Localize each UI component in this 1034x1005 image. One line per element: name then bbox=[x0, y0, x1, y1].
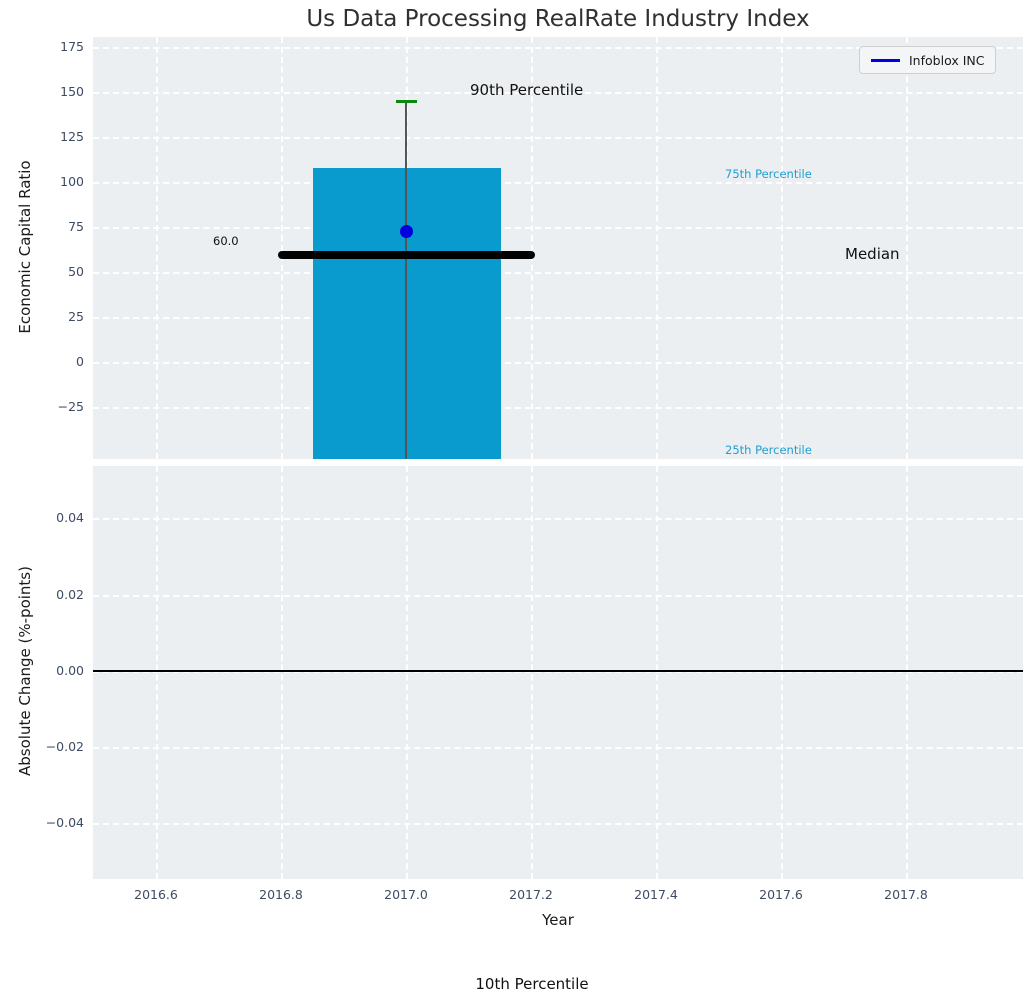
annotation-90th-percentile: 90th Percentile bbox=[470, 81, 584, 99]
y-tick-label-top: 175 bbox=[60, 39, 84, 54]
y-tick-label-top: 25 bbox=[68, 309, 84, 324]
y-tick-label-top: 125 bbox=[60, 129, 84, 144]
annotation-10th-percentile: 10th Percentile bbox=[475, 975, 589, 993]
top-subplot: 90th Percentile 60.0 75th Percentile Med… bbox=[93, 37, 1023, 459]
gridline-vertical bbox=[656, 37, 658, 459]
y-tick-label-top: 100 bbox=[60, 174, 84, 189]
gridline-horizontal bbox=[93, 362, 1023, 364]
annotation-75th-percentile: 75th Percentile bbox=[725, 167, 812, 181]
legend: Infoblox INC bbox=[859, 46, 997, 74]
y-tick-label-top: 50 bbox=[68, 264, 84, 279]
gridline-vertical bbox=[281, 37, 283, 459]
legend-line-sample bbox=[871, 58, 900, 62]
annotation-median-value: 60.0 bbox=[213, 234, 239, 248]
x-axis-label: Year bbox=[542, 911, 574, 929]
x-tick-label: 2017.2 bbox=[509, 887, 553, 902]
y-axis-label-bottom: Absolute Change (%-points) bbox=[16, 566, 34, 776]
bottom-subplot bbox=[93, 466, 1023, 879]
gridline-horizontal bbox=[93, 595, 1023, 597]
gridline-horizontal bbox=[93, 227, 1023, 229]
gridline-horizontal bbox=[93, 671, 1023, 673]
gridline-horizontal bbox=[93, 317, 1023, 319]
gridline-vertical bbox=[281, 466, 283, 879]
gridline-horizontal bbox=[93, 47, 1023, 49]
annotation-25th-percentile: 25th Percentile bbox=[725, 443, 812, 457]
gridline-horizontal bbox=[93, 823, 1023, 825]
gridline-horizontal bbox=[93, 407, 1023, 409]
chart-title: Us Data Processing RealRate Industry Ind… bbox=[306, 6, 810, 32]
90th-percentile-cap bbox=[396, 100, 417, 103]
gridline-vertical bbox=[156, 37, 158, 459]
y-tick-label-top: 75 bbox=[68, 219, 84, 234]
gridline-vertical bbox=[531, 466, 533, 879]
gridline-vertical bbox=[781, 37, 783, 459]
gridline-horizontal bbox=[93, 518, 1023, 520]
x-tick-label: 2016.6 bbox=[134, 887, 178, 902]
x-tick-label: 2016.8 bbox=[259, 887, 303, 902]
y-tick-label-bottom: −0.04 bbox=[45, 815, 84, 830]
x-tick-label: 2017.8 bbox=[884, 887, 928, 902]
x-tick-label: 2017.4 bbox=[634, 887, 678, 902]
gridline-horizontal bbox=[93, 137, 1023, 139]
gridline-horizontal bbox=[93, 747, 1023, 749]
infoblox-data-point bbox=[400, 225, 413, 238]
y-tick-label-top: 150 bbox=[60, 84, 84, 99]
gridline-vertical bbox=[906, 466, 908, 879]
gridline-vertical bbox=[781, 466, 783, 879]
gridline-vertical bbox=[656, 466, 658, 879]
x-tick-label: 2017.0 bbox=[384, 887, 428, 902]
y-axis-label-top: Economic Capital Ratio bbox=[16, 160, 34, 334]
industry-percentile-bar bbox=[313, 168, 501, 459]
gridline-horizontal bbox=[93, 92, 1023, 94]
gridline-horizontal bbox=[93, 182, 1023, 184]
y-tick-label-bottom: 0.02 bbox=[56, 587, 84, 602]
x-tick-label: 2017.6 bbox=[759, 887, 803, 902]
y-tick-label-top: 0 bbox=[76, 354, 84, 369]
zero-baseline bbox=[93, 670, 1023, 672]
annotation-median: Median bbox=[845, 245, 900, 263]
gridline-horizontal bbox=[93, 272, 1023, 274]
legend-label: Infoblox INC bbox=[909, 52, 985, 68]
y-tick-label-bottom: −0.02 bbox=[45, 739, 84, 754]
y-tick-label-bottom: 0.00 bbox=[56, 663, 84, 678]
percentile-whisker-line bbox=[405, 102, 407, 459]
gridline-vertical bbox=[906, 37, 908, 459]
median-line bbox=[278, 251, 535, 259]
gridline-vertical bbox=[156, 466, 158, 879]
y-tick-label-top: −25 bbox=[57, 399, 84, 414]
gridline-vertical bbox=[406, 466, 408, 879]
gridline-vertical bbox=[531, 37, 533, 459]
y-tick-label-bottom: 0.04 bbox=[56, 510, 84, 525]
